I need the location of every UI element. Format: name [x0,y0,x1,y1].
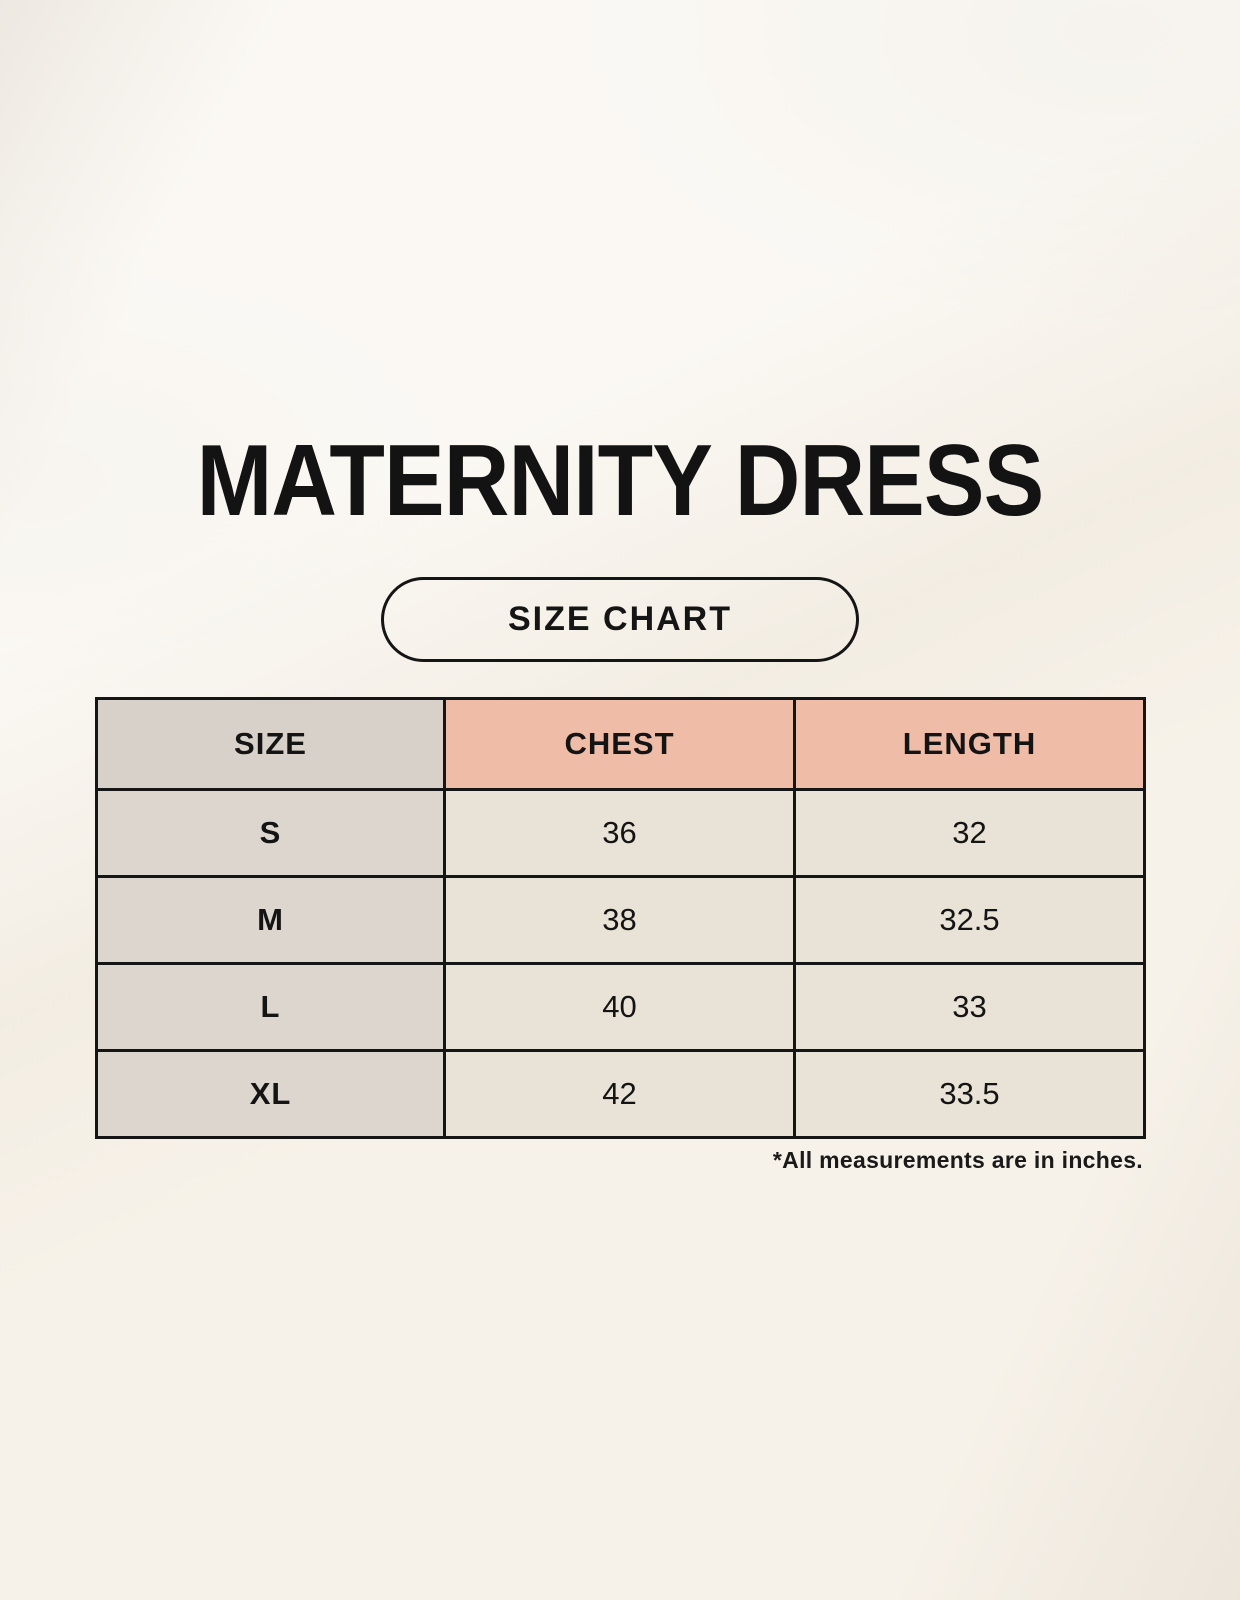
table-row: M 38 32.5 [95,875,1146,965]
cell-length-s: 32 [793,788,1146,878]
cell-length-l: 33 [793,962,1146,1052]
header-chest: CHEST [443,697,796,791]
header-size: SIZE [95,697,446,791]
size-table: SIZE CHEST LENGTH S 36 32 M 38 32.5 L 40… [95,697,1146,1139]
cell-size-l: L [95,962,446,1052]
table-header-row: SIZE CHEST LENGTH [95,697,1146,791]
table-row: S 36 32 [95,788,1146,878]
cell-length-m: 32.5 [793,875,1146,965]
page-title: MATERNITY DRESS [196,425,1045,537]
table-row: XL 42 33.5 [95,1049,1146,1139]
size-chart-badge: SIZE CHART [381,577,859,662]
cell-chest-s: 36 [443,788,796,878]
cell-chest-xl: 42 [443,1049,796,1139]
cell-length-xl: 33.5 [793,1049,1146,1139]
cell-size-s: S [95,788,446,878]
table-row: L 40 33 [95,962,1146,1052]
measurements-footnote: *All measurements are in inches. [772,1147,1143,1173]
size-chart-badge-label: SIZE CHART [508,600,732,638]
cell-chest-m: 38 [443,875,796,965]
cell-size-m: M [95,875,446,965]
cell-size-xl: XL [95,1049,446,1139]
header-length: LENGTH [793,697,1146,791]
cell-chest-l: 40 [443,962,796,1052]
